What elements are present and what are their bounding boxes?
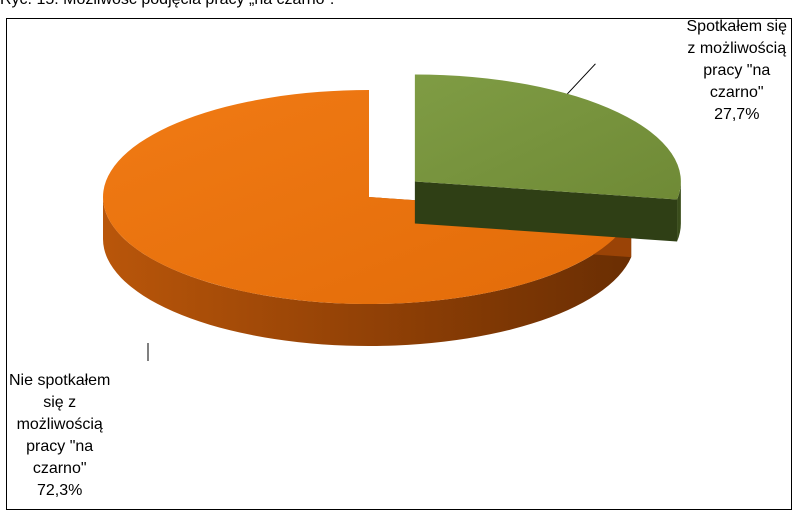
slice-label-line: pracy "na [687, 60, 788, 82]
slice-label-line: się z [9, 392, 110, 414]
slice-label-line: czarno" [687, 82, 788, 104]
slice-label-line: Spotkałem się [687, 18, 788, 38]
slice-label-line: czarno" [9, 458, 110, 480]
slice-label-line: możliwością [9, 414, 110, 436]
figure-caption: Ryc. 15. Możliwość podjęcia pracy „na cz… [0, 0, 334, 9]
slice-label-orange: Nie spotkałem się z możliwością pracy "n… [9, 370, 110, 502]
leader-line-green [567, 64, 595, 94]
slice-label-line: Nie spotkałem [9, 370, 110, 392]
slice-label-line: pracy "na [9, 436, 110, 458]
slice-top-green [415, 74, 681, 199]
slice-value-label: 72,3% [9, 480, 110, 502]
slice-value-label: 27,7% [687, 104, 788, 126]
chart-frame: Spotkałem się z możliwością pracy "na cz… [6, 18, 792, 510]
slice-label-green: Spotkałem się z możliwością pracy "na cz… [687, 18, 788, 126]
pie-chart [7, 19, 792, 510]
slice-label-line: z możliwością [687, 38, 788, 60]
